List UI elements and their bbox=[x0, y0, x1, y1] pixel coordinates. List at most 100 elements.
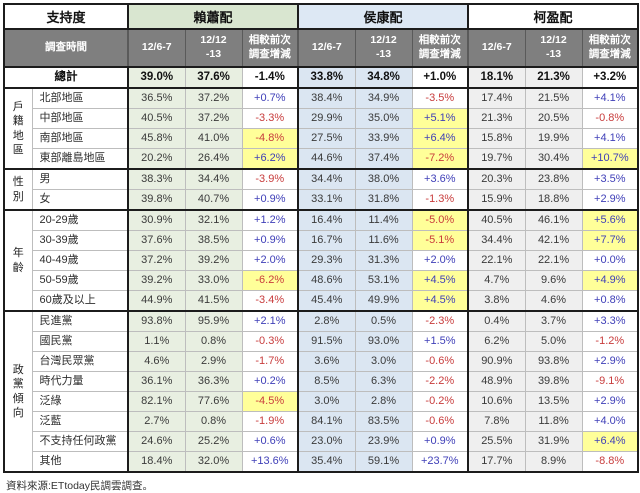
change-cell: +13.6% bbox=[241, 451, 299, 473]
value-cell: 38.4% bbox=[297, 87, 356, 109]
value-cell: 93.8% bbox=[524, 351, 583, 372]
candidate-header-row: 支持度 賴蕭配 侯康配 柯盈配 bbox=[3, 3, 639, 30]
change-cell: +5.6% bbox=[581, 209, 639, 231]
change-cell: +0.8% bbox=[581, 290, 639, 312]
change-cell: -3.9% bbox=[241, 168, 299, 190]
table-row: 泛綠 82.1% 77.6% -4.5% 3.0% 2.8% -0.2% 10.6% 13.5%… bbox=[4, 391, 639, 412]
col-header-date1: 12/6-7 bbox=[297, 28, 356, 68]
value-cell: 40.5% bbox=[467, 209, 526, 231]
value-cell: 34.8% bbox=[354, 66, 413, 89]
change-cell: +0.0% bbox=[581, 250, 639, 271]
change-cell: +7.7% bbox=[581, 230, 639, 251]
value-cell: 41.0% bbox=[184, 128, 243, 149]
poll-results-table: 支持度 賴蕭配 侯康配 柯盈配 調查時間 12/6-7 12/12 -13 相較… bbox=[3, 3, 640, 473]
value-cell: 90.9% bbox=[467, 351, 526, 372]
category-cell: 不支持任何政黨 bbox=[31, 431, 129, 452]
value-cell: 35.4% bbox=[297, 451, 356, 473]
value-cell: 2.9% bbox=[184, 351, 243, 372]
change-cell: +10.7% bbox=[581, 148, 639, 170]
change-cell: -8.8% bbox=[581, 451, 639, 473]
value-cell: 11.8% bbox=[524, 411, 583, 432]
value-cell: 48.9% bbox=[467, 371, 526, 392]
value-cell: 31.8% bbox=[354, 189, 413, 211]
change-cell: -1.2% bbox=[581, 331, 639, 352]
table-row: 性別男 38.3% 34.4% -3.9% 34.4% 38.0% +3.6% 20.3% 23… bbox=[3, 168, 639, 211]
change-cell: +0.7% bbox=[241, 87, 299, 109]
value-cell: 15.8% bbox=[467, 128, 526, 149]
category-cell: 其他 bbox=[31, 451, 129, 473]
value-cell: 40.7% bbox=[184, 189, 243, 211]
value-cell: 25.5% bbox=[467, 431, 526, 452]
change-cell: -1.9% bbox=[241, 411, 299, 432]
value-cell: 11.4% bbox=[354, 209, 413, 231]
col-header-date1: 12/6-7 bbox=[467, 28, 526, 68]
table-row: 年齡 20-29歲 30.9% 32.1% +1.2% 16.4% 11.4% -5.0% 40… bbox=[3, 209, 639, 312]
value-cell: 39.0% bbox=[127, 66, 186, 89]
value-cell: 3.8% bbox=[467, 290, 526, 312]
value-cell: 32.1% bbox=[184, 209, 243, 231]
category-cell: 時代力量 bbox=[31, 371, 129, 392]
value-cell: 9.6% bbox=[524, 270, 583, 291]
value-cell: 39.2% bbox=[127, 270, 186, 291]
change-cell: +2.9% bbox=[581, 391, 639, 412]
value-cell: 31.3% bbox=[354, 250, 413, 271]
change-cell: +4.5% bbox=[411, 290, 469, 312]
value-cell: 10.6% bbox=[467, 391, 526, 412]
value-cell: 27.5% bbox=[297, 128, 356, 149]
group-label-cell: 年齡 bbox=[3, 209, 33, 312]
survey-time-label: 調查時間 bbox=[3, 28, 129, 68]
value-cell: 22.1% bbox=[467, 250, 526, 271]
category-cell: 泛綠 bbox=[31, 391, 129, 412]
change-cell: -0.3% bbox=[241, 331, 299, 352]
category-cell: 女 bbox=[31, 189, 129, 211]
col-header-change: 相較前次 調查增減 bbox=[411, 28, 469, 68]
value-cell: 0.4% bbox=[467, 310, 526, 332]
col-header-date2: 12/12 -13 bbox=[524, 28, 583, 68]
value-cell: 6.2% bbox=[467, 331, 526, 352]
value-cell: 29.9% bbox=[297, 108, 356, 129]
change-cell: -2.2% bbox=[411, 371, 469, 392]
value-cell: 39.8% bbox=[127, 189, 186, 211]
category-cell: 60歲及以上 bbox=[31, 290, 129, 312]
value-cell: 17.4% bbox=[467, 87, 526, 109]
value-cell: 21.3% bbox=[524, 66, 583, 89]
value-cell: 21.3% bbox=[467, 108, 526, 129]
change-cell: +4.9% bbox=[581, 270, 639, 291]
value-cell: 16.4% bbox=[297, 209, 356, 231]
value-cell: 46.1% bbox=[524, 209, 583, 231]
value-cell: 3.0% bbox=[297, 391, 356, 412]
change-cell: +23.7% bbox=[411, 451, 469, 473]
value-cell: 36.5% bbox=[127, 87, 186, 109]
change-cell: -0.6% bbox=[411, 411, 469, 432]
value-cell: 8.9% bbox=[524, 451, 583, 473]
change-cell: +2.1% bbox=[241, 310, 299, 332]
value-cell: 0.8% bbox=[184, 331, 243, 352]
value-cell: 1.1% bbox=[127, 331, 186, 352]
value-cell: 93.0% bbox=[354, 331, 413, 352]
value-cell: 34.4% bbox=[467, 230, 526, 251]
table-row: 政黨傾向 民進黨 93.8% 95.9% +2.1% 2.8% 0.5% -2.3% 0.4% 3… bbox=[3, 310, 639, 473]
col-header-change: 相較前次 調查增減 bbox=[581, 28, 639, 68]
category-cell: 男 bbox=[31, 168, 129, 190]
value-cell: 53.1% bbox=[354, 270, 413, 291]
table-body: 總計 39.0% 37.6% -1.4% 33.8% 34.8% +1.0% 18.1% 21.… bbox=[3, 66, 639, 473]
category-cell: 東部離島地區 bbox=[31, 148, 129, 170]
value-cell: 29.3% bbox=[297, 250, 356, 271]
value-cell: 25.2% bbox=[184, 431, 243, 452]
value-cell: 15.9% bbox=[467, 189, 526, 211]
candidate-header-ko-ying: 柯盈配 bbox=[467, 3, 639, 30]
value-cell: 13.5% bbox=[524, 391, 583, 412]
category-cell: 台灣民眾黨 bbox=[31, 351, 129, 372]
change-cell: -0.2% bbox=[411, 391, 469, 412]
table-row: 其他 18.4% 32.0% +13.6% 35.4% 59.1% +23.7% 17.7% 8… bbox=[4, 451, 639, 473]
change-cell: +0.9% bbox=[411, 431, 469, 452]
change-cell: +1.5% bbox=[411, 331, 469, 352]
category-cell: 南部地區 bbox=[31, 128, 129, 149]
value-cell: 84.1% bbox=[297, 411, 356, 432]
change-cell: +3.2% bbox=[581, 66, 639, 89]
value-cell: 8.5% bbox=[297, 371, 356, 392]
value-cell: 2.8% bbox=[297, 310, 356, 332]
change-cell: -3.5% bbox=[411, 87, 469, 109]
total-row: 總計 39.0% 37.6% -1.4% 33.8% 34.8% +1.0% 18.1% 21.… bbox=[3, 66, 639, 89]
value-cell: 38.3% bbox=[127, 168, 186, 190]
